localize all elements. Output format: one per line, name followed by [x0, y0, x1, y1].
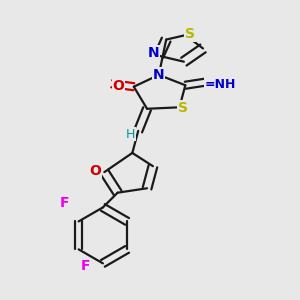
Text: =NH: =NH: [205, 77, 236, 91]
Text: O: O: [112, 79, 124, 92]
Text: F: F: [80, 259, 90, 273]
Text: N: N: [148, 46, 160, 59]
Text: H: H: [126, 128, 136, 141]
Text: N: N: [153, 68, 165, 82]
Text: F: F: [60, 196, 69, 210]
Text: O: O: [90, 164, 101, 178]
Text: S: S: [185, 27, 195, 41]
Text: S: S: [178, 101, 188, 115]
